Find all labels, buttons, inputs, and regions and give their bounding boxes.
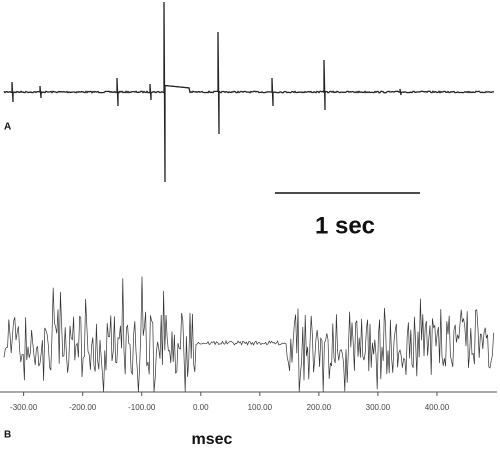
x-tick-label: 200.00 <box>307 403 332 412</box>
panel-label: B <box>4 430 11 441</box>
panel-label: A <box>4 122 11 133</box>
x-tick-label: -300.00 <box>10 403 38 412</box>
x-axis-title: msec <box>192 431 233 448</box>
scale-bar-label: 1 sec <box>315 212 375 239</box>
trace <box>3 276 494 393</box>
x-tick-label: 100.00 <box>248 403 273 412</box>
x-tick-label: -200.00 <box>69 403 97 412</box>
x-tick-label: 300.00 <box>366 403 391 412</box>
x-tick-label: -100.00 <box>128 403 156 412</box>
trace <box>3 1 495 183</box>
x-tick-label: 0.00 <box>193 403 209 412</box>
x-tick-label: 400.00 <box>425 403 450 412</box>
